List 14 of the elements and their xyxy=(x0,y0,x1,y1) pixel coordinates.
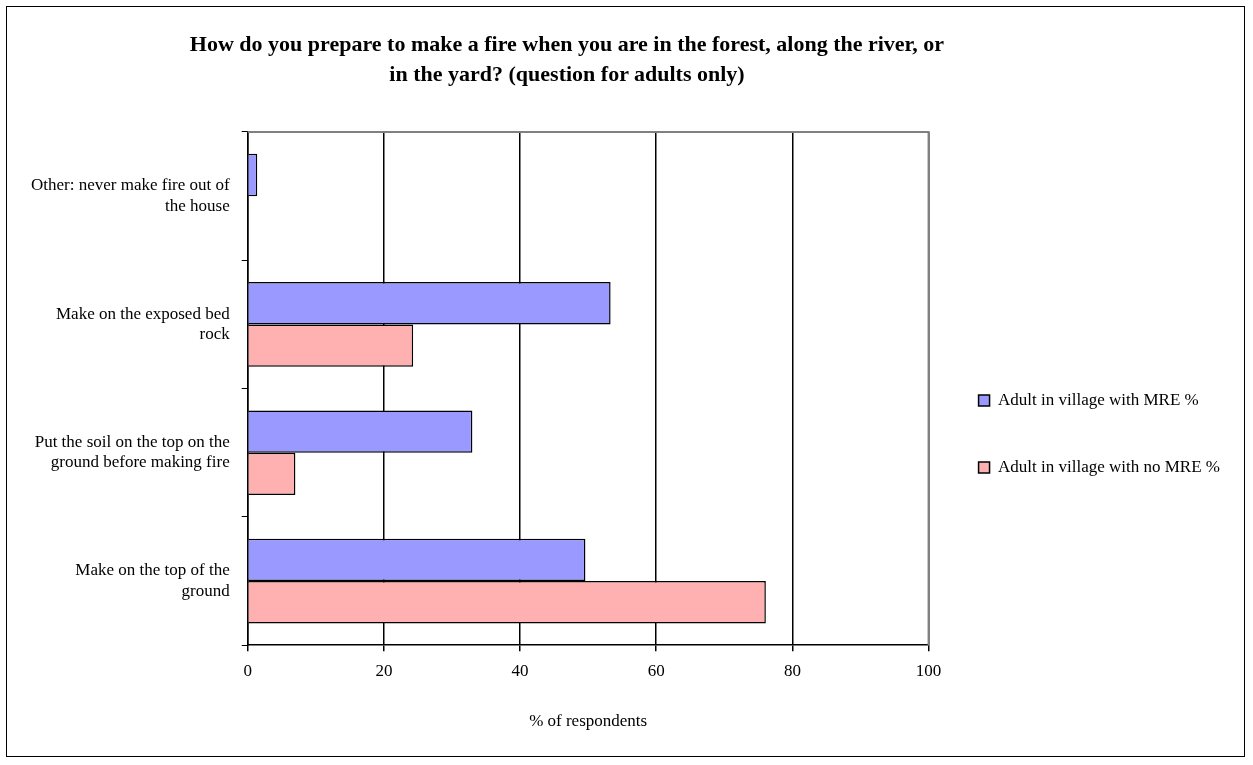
y-tick-label: Make on the exposed bed rock xyxy=(55,303,231,344)
y-tick-label: Put the soil on the top on the ground before making fire xyxy=(34,432,230,472)
x-tick-label: 60 xyxy=(647,660,665,680)
legend-label: Adult in village with no MRE % xyxy=(998,456,1221,476)
x-tick-label: 100 xyxy=(915,660,942,680)
x-tick-label: 0 xyxy=(243,660,252,680)
y-tick-label: Make on the top of the ground xyxy=(75,560,231,600)
x-axis-title: % of respondents xyxy=(529,711,648,731)
y-tick-label: Other: never make fire out of the house xyxy=(30,175,231,215)
x-tick-label: 20 xyxy=(375,660,393,680)
legend-label: Adult in village with MRE % xyxy=(998,389,1199,409)
chart-title: How do you prepare to make a fire when you are in the forest, along the river, or in the yard? (question for adults only) xyxy=(188,30,946,88)
x-tick-label: 80 xyxy=(783,660,801,680)
x-tick-label: 40 xyxy=(511,660,529,680)
